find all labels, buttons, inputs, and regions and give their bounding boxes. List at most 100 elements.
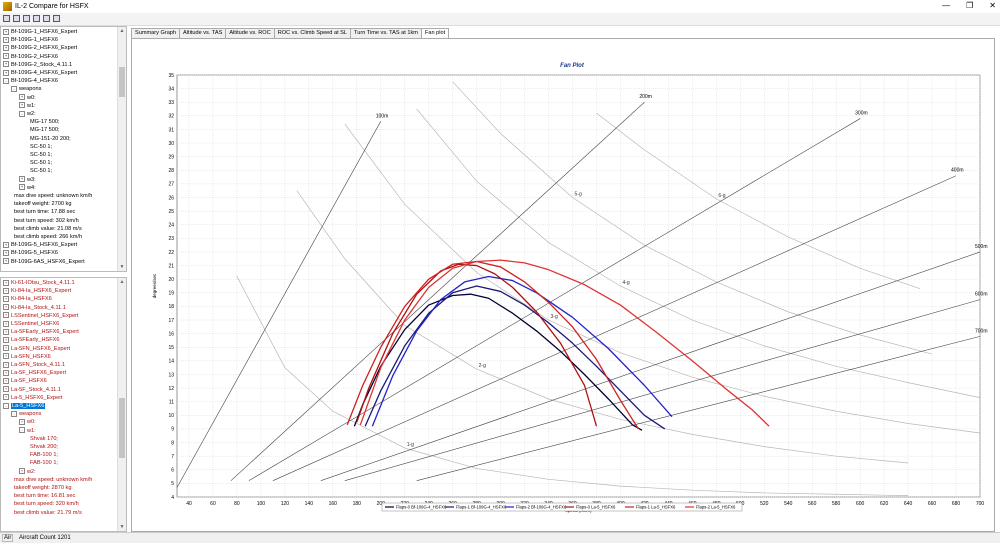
collapse-icon[interactable]: - [19, 110, 25, 117]
tree-item[interactable]: - w2: [19, 110, 36, 118]
tree-item[interactable]: + La-5FN_HSFX6 [3, 353, 51, 361]
tree-item[interactable]: + w4: [19, 184, 36, 192]
tree-item[interactable]: + Bf-109G-5_HSFX6 [3, 249, 58, 257]
tree-item[interactable]: + w2: [19, 468, 36, 476]
expand-icon[interactable]: + [3, 304, 9, 311]
expand-icon[interactable]: + [3, 53, 9, 60]
tree-item[interactable]: SC-50 1; [27, 167, 52, 175]
tree-item[interactable]: takeoff weight: 2700 kg [11, 200, 71, 208]
minimize-icon[interactable]: — [942, 1, 951, 10]
tree-item[interactable]: + Ki-84-Ia_Stock_4.11.1 [3, 304, 66, 312]
tree-item[interactable]: + La-5F_HSFX6 [3, 377, 47, 385]
expand-icon[interactable]: + [3, 312, 9, 319]
collapse-icon[interactable]: - [3, 77, 9, 84]
expand-icon[interactable]: + [3, 336, 9, 343]
toolbar-bars-icon-3[interactable] [23, 15, 30, 22]
tree-item[interactable]: - weapons [11, 85, 41, 93]
tree-item[interactable]: + LSSentinel_HSFX6_Expert [3, 312, 78, 320]
tree-item[interactable]: FAB-100 1; [27, 451, 58, 459]
expand-icon[interactable]: + [3, 249, 9, 256]
tree-item[interactable]: - weapons [11, 410, 41, 418]
tree-item[interactable]: + LSSentinel_HSFX6 [3, 320, 59, 328]
expand-icon[interactable]: + [3, 328, 9, 335]
tree-item[interactable]: + La-5FN_Stock_4.11.1 [3, 361, 65, 369]
tree-item[interactable]: - w1: [19, 427, 36, 435]
tree-item[interactable]: + Bf-109G-4_HSFX6_Expert [3, 69, 77, 77]
tree-item[interactable]: + Bf-109G-1_HSFX6_Expert [3, 28, 77, 36]
tree-item[interactable]: + La-5F_Stock_4.11.1 [3, 386, 61, 394]
expand-icon[interactable]: + [3, 345, 9, 352]
scrollbar-thumb[interactable] [119, 398, 125, 458]
expand-icon[interactable]: + [3, 377, 9, 384]
tree-item[interactable]: + La-5_HSFX6_Expert [3, 394, 63, 402]
expand-icon[interactable]: + [19, 102, 25, 109]
tree-item[interactable]: takeoff weight: 2870 kg [11, 484, 71, 492]
expand-icon[interactable]: + [3, 369, 9, 376]
aircraft-tree-top[interactable]: + Bf-109G-1_HSFX6_Expert + Bf-109G-1_HSFX6 +… [0, 26, 127, 272]
tree-item[interactable]: SC-50 1; [27, 151, 52, 159]
expand-icon[interactable]: + [3, 69, 9, 76]
tree-item[interactable]: Shvak 170; [27, 435, 58, 443]
tree-item[interactable]: max dive speed: unknown km/h [11, 192, 92, 200]
collapse-icon[interactable]: - [11, 85, 17, 92]
tree-item[interactable]: + w0: [19, 418, 36, 426]
scrollbar-thumb[interactable] [119, 67, 125, 97]
aircraft-tree-bottom[interactable]: + Ki-61-IOtsu_Stock_4.11.1 + Ki-84-Ia_HSFX6… [0, 277, 127, 532]
tree-item[interactable]: best turn speed: 302 km/h [11, 217, 79, 225]
close-icon[interactable]: ✕ [989, 1, 996, 10]
scroll-down-icon[interactable]: ▼ [119, 264, 125, 270]
tree-item[interactable]: SC-50 1; [27, 159, 52, 167]
expand-icon[interactable]: + [3, 320, 9, 327]
tree-item[interactable]: + La-5F_HSFX6_Expert [3, 369, 66, 377]
expand-icon[interactable]: + [3, 28, 9, 35]
collapse-icon[interactable]: - [19, 427, 25, 434]
expand-icon[interactable]: + [3, 36, 9, 43]
tab-turn-time-vs-tas[interactable]: Turn Time vs. TAS at 1km [350, 28, 422, 38]
tree-item[interactable]: + Bf-109G-5_HSFX6_Expert [3, 241, 77, 249]
tree-item[interactable]: - Bf-109G-4_HSFX6 [3, 77, 58, 85]
tree-item[interactable]: Shvak 200; [27, 443, 58, 451]
tree-item[interactable]: best turn time: 17.88 sec [11, 208, 75, 216]
tab-altitude-vs-roc[interactable]: Altitude vs. ROC [225, 28, 275, 38]
tree-top-scrollbar[interactable]: ▲ ▼ [117, 27, 126, 271]
tree-item[interactable]: + Bf-109G-2_HSFX6_Expert [3, 44, 77, 52]
expand-icon[interactable]: + [19, 176, 25, 183]
toolbar-bars-icon-5[interactable] [43, 15, 50, 22]
tree-item[interactable]: + Bf-109G-2_HSFX6 [3, 53, 58, 61]
tree-item[interactable]: MG-17 500; [27, 118, 60, 126]
expand-icon[interactable]: + [3, 279, 9, 286]
tree-item[interactable]: + w1: [19, 102, 36, 110]
tree-item[interactable]: + Ki-84-Ia_HSFX6 [3, 295, 52, 303]
tree-item[interactable]: + w0: [19, 94, 36, 102]
tree-item[interactable]: + La-5FN_HSFX6_Expert [3, 345, 70, 353]
tree-item[interactable]: SC-50 1; [27, 143, 52, 151]
maximize-icon[interactable]: ❐ [966, 1, 974, 10]
tree-item[interactable]: best turn speed: 320 km/h [11, 500, 79, 508]
tree-item[interactable]: max dive speed: unknown km/h [11, 476, 92, 484]
tree-item[interactable]: best climb value: 21.08 m/s [11, 225, 82, 233]
tree-item[interactable]: + La-5FEarly_HSFX6 [3, 336, 60, 344]
tree-item[interactable]: best turn time: 16.81 sec [11, 492, 75, 500]
expand-icon[interactable]: + [19, 94, 25, 101]
scroll-down-icon[interactable]: ▼ [119, 524, 125, 530]
expand-icon[interactable]: + [3, 361, 9, 368]
toolbar-bars-icon-2[interactable] [13, 15, 20, 22]
expand-icon[interactable]: + [3, 386, 9, 393]
toolbar-bars-icon-6[interactable] [53, 15, 60, 22]
expand-icon[interactable]: + [3, 394, 9, 401]
tab-fan-plot[interactable]: Fan plot [420, 28, 450, 39]
tree-item[interactable]: - La-5_HSFX6 [3, 402, 46, 410]
tree-item[interactable]: MG-17 500; [27, 126, 60, 134]
tree-item[interactable]: + Bf-109G-6AS_HSFX6_Expert [3, 258, 85, 266]
expand-icon[interactable]: + [3, 44, 9, 51]
toolbar-bars-icon-1[interactable] [3, 15, 10, 22]
tree-item[interactable]: best climb value: 21.79 m/s [11, 509, 82, 517]
expand-icon[interactable]: + [19, 184, 25, 191]
expand-icon[interactable]: + [19, 468, 25, 475]
tab-summary-graph[interactable]: Summary Graph [131, 28, 181, 38]
tree-item[interactable]: MG-151-20 200; [27, 135, 71, 143]
tree-item[interactable]: + Ki-61-IOtsu_Stock_4.11.1 [3, 279, 75, 287]
tree-item[interactable]: + Ki-84-Ia_HSFX6_Expert [3, 287, 71, 295]
tab-altitude-vs-tas[interactable]: Altitude vs. TAS [179, 28, 227, 38]
collapse-icon[interactable]: - [11, 410, 17, 417]
